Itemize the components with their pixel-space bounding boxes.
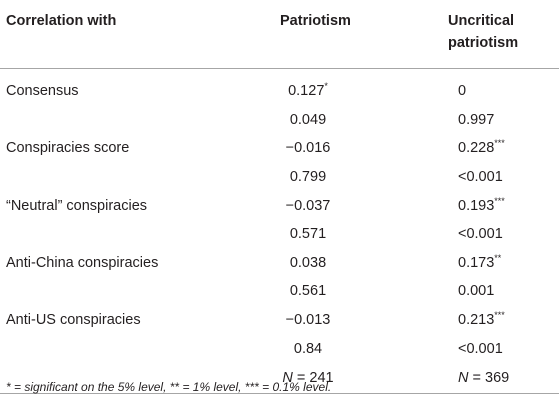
row-label [0,220,221,249]
table-row: 0.561 0.001 [0,277,559,306]
uncritical-patriotism-value: 0 [458,83,467,100]
patriotism-value: 0.84 [293,340,323,357]
header-uncritical-patriotism: Uncritical patriotism [421,0,559,69]
table-row: Anti-China conspiracies 0.038 0.173** [0,249,559,278]
row-label: Anti-US conspiracies [6,312,141,329]
uncritical-patriotism-value: <0.001 [458,340,503,357]
patriotism-value: 0.561 [289,283,327,300]
table-body: Consensus 0.127* 0 0.049 0.997 Conspirac… [0,69,559,394]
patriotism-value: 0.799 [289,169,327,186]
row-label: Conspiracies score [6,140,130,157]
row-label: Consensus [6,83,79,100]
row-label [0,106,221,135]
row-label [0,277,221,306]
row-label [0,163,221,192]
header-patriotism: Patriotism [221,0,421,69]
table-row: 0.84 <0.001 [0,334,559,363]
patriotism-value: 0.049 [289,111,327,128]
uncritical-patriotism-value: 0.001 [458,283,495,300]
uncritical-patriotism-value: 0.193*** [458,195,505,214]
uncritical-patriotism-value: 0.228*** [458,138,505,157]
table-footnote: * = significant on the 5% level, ** = 1%… [6,380,332,394]
table-row: “Neutral” conspiracies −0.037 0.193*** [0,191,559,220]
table-row: 0.049 0.997 [0,106,559,135]
patriotism-sample-size: N = 241 [221,362,421,394]
patriotism-value: 0.571 [289,226,327,243]
table-row: 0.571 <0.001 [0,220,559,249]
patriotism-value: 0.038 [289,254,327,271]
uncritical-patriotism-value: 0.213*** [458,310,505,329]
table-row: 0.799 <0.001 [0,163,559,192]
table-row: Anti-US conspiracies −0.013 0.213*** [0,306,559,335]
row-label: Anti-China conspiracies [6,254,159,271]
table-row: Conspiracies score −0.016 0.228*** [0,134,559,163]
row-label [0,334,221,363]
sample-size-row: N = 241 N = 369 [0,362,559,394]
header-row: Correlation with Patriotism Uncritical p… [0,0,559,69]
patriotism-value: −0.037 [285,197,331,214]
header-correlation-with: Correlation with [0,0,221,69]
table-row: Consensus 0.127* 0 [0,69,559,106]
uncritical-patriotism-value: <0.001 [458,169,503,186]
patriotism-value: −0.016 [285,140,331,157]
uncritical-patriotism-value: <0.001 [458,226,503,243]
uncritical-patriotism-value: 0.997 [458,111,495,128]
uncritical-patriotism-value: 0.173** [458,252,502,271]
patriotism-value: −0.013 [285,312,331,329]
row-label [0,362,221,394]
row-label: “Neutral” conspiracies [6,197,148,214]
correlation-table: Correlation with Patriotism Uncritical p… [0,0,559,394]
patriotism-value: 0.127* [288,81,328,100]
uncritical-patriotism-sample-size: N = 369 [421,362,559,394]
